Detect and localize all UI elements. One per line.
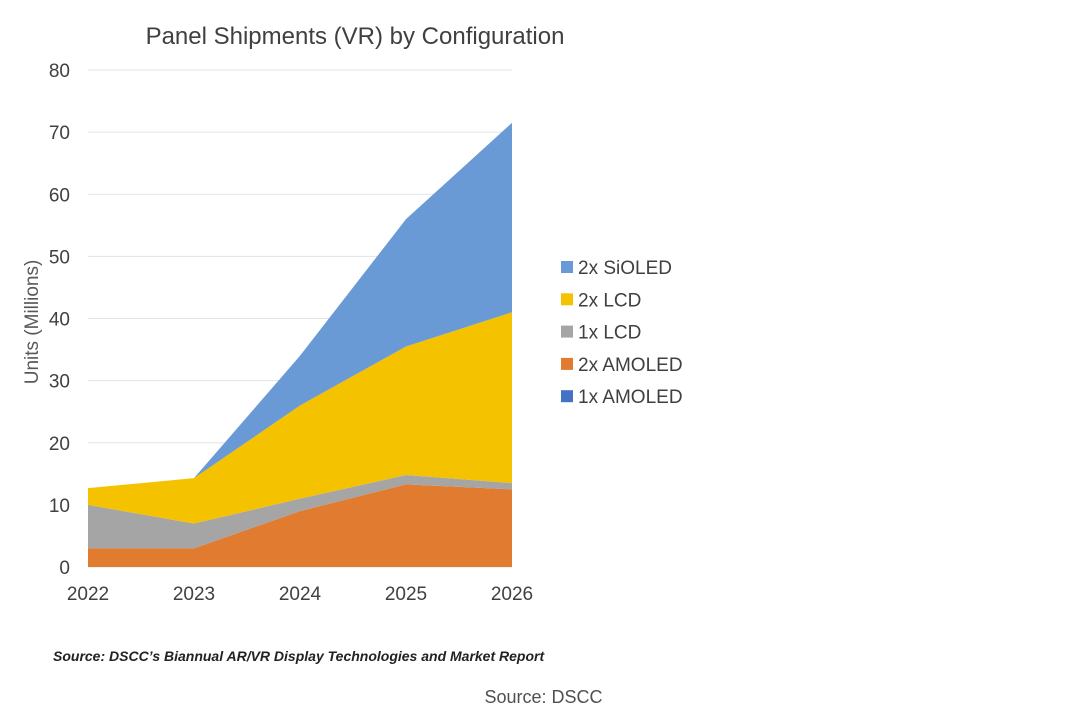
x-axis: 2022 2023 2024 2025 2026 xyxy=(67,584,533,605)
legend-label-2x-amoled: 2x AMOLED xyxy=(578,355,683,376)
x-tick-label: 2023 xyxy=(173,584,215,605)
area-series-1x-lcd xyxy=(88,475,512,549)
chart: Panel Shipments (VR) by Configuration 0 1… xyxy=(22,23,683,605)
legend-label-1x-lcd: 1x LCD xyxy=(578,323,641,344)
plot-area xyxy=(88,122,512,567)
legend-label-1x-amoled: 1x AMOLED xyxy=(578,387,683,408)
x-tick-label: 2025 xyxy=(385,584,427,605)
x-tick-label: 2024 xyxy=(279,584,322,605)
area-series-2x-amoled xyxy=(88,484,512,567)
x-tick-label: 2026 xyxy=(491,584,533,605)
legend-swatch-2x-lcd xyxy=(561,293,573,306)
y-tick-label: 10 xyxy=(49,496,70,517)
y-tick-label: 70 xyxy=(49,123,70,144)
legend-swatch-2x-amoled xyxy=(561,357,573,370)
x-tick-label: 2022 xyxy=(67,584,109,605)
y-axis-title: Units (Millions) xyxy=(22,260,43,385)
source-note: Source: DSCC’s Biannual AR/VR Display Te… xyxy=(53,648,545,664)
area-series-2x-lcd xyxy=(88,312,512,524)
y-tick-label: 0 xyxy=(59,558,70,579)
y-tick-label: 80 xyxy=(49,61,70,82)
y-tick-label: 50 xyxy=(49,247,70,268)
figure-caption: Source: DSCC xyxy=(484,687,603,707)
y-axis: 0 10 20 30 40 50 60 70 80 xyxy=(49,61,70,579)
y-tick-label: 40 xyxy=(49,310,70,331)
y-tick-label: 30 xyxy=(49,372,70,393)
legend-label-2x-lcd: 2x LCD xyxy=(578,290,641,311)
chart-title: Panel Shipments (VR) by Configuration xyxy=(146,23,565,50)
legend-swatch-1x-amoled xyxy=(561,390,573,403)
legend-label-2x-sioled: 2x SiOLED xyxy=(578,258,672,279)
legend: 2x SiOLED 2x LCD 1x LCD 2x AMOLED 1x AMOLED xyxy=(561,258,683,408)
legend-swatch-2x-sioled xyxy=(561,261,573,273)
y-tick-label: 20 xyxy=(49,434,70,455)
y-tick-label: 60 xyxy=(49,185,70,206)
legend-swatch-1x-lcd xyxy=(561,325,573,338)
area-series-2x-sioled xyxy=(88,122,512,489)
